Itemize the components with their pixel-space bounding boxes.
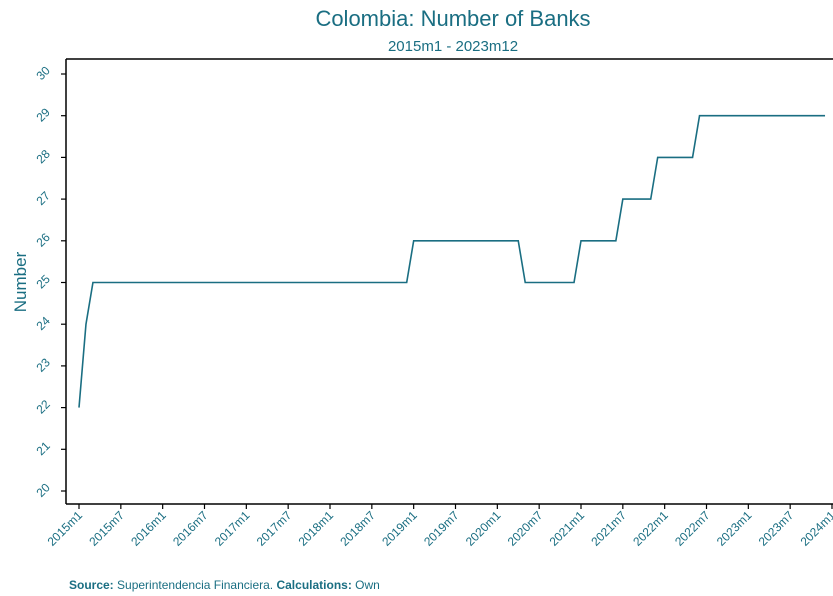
y-tick-label: 26 [33, 230, 53, 250]
source-label: Source: [69, 578, 114, 592]
x-tick-label: 2023m7 [756, 508, 797, 549]
y-tick-label: 30 [33, 63, 53, 83]
source-note: Source: Superintendencia Financiera. Cal… [69, 578, 380, 592]
plot-frame [65, 58, 833, 505]
y-axis: 20 21 22 23 24 25 26 27 28 29 30 [33, 63, 66, 500]
chart-subtitle: 2015m1 - 2023m12 [388, 38, 518, 55]
x-tick-label: 2021m7 [588, 508, 629, 549]
x-tick-label: 2020m1 [463, 508, 504, 549]
x-tick-label: 2019m1 [379, 508, 420, 549]
x-tick-label: 2018m1 [296, 508, 337, 549]
x-tick-label: 2023m1 [714, 508, 755, 549]
x-tick-label: 2015m1 [45, 508, 86, 549]
x-tick-label: 2022m7 [672, 508, 713, 549]
y-tick-label: 29 [33, 105, 53, 125]
x-tick-label: 2021m1 [547, 508, 588, 549]
calculations-label: Calculations: [276, 578, 352, 592]
calculations-text: Own [351, 578, 380, 592]
x-tick-label: 2024m1 [798, 508, 833, 549]
x-tick-label: 2016m1 [128, 508, 169, 549]
chart-title: Colombia: Number of Banks [315, 6, 590, 31]
y-axis-label: Number [11, 251, 30, 312]
x-tick-label: 2017m1 [212, 508, 253, 549]
x-tick-label: 2017m7 [254, 508, 295, 549]
y-tick-label: 28 [33, 147, 53, 167]
x-axis: 2015m1 2015m7 2016m1 2016m7 2017m1 2017m7 2018… [45, 504, 833, 549]
y-tick-label: 22 [33, 397, 53, 417]
x-tick-label: 2016m7 [170, 508, 211, 549]
series-line-banks [78, 114, 826, 408]
y-tick-label: 20 [33, 480, 53, 500]
x-tick-label: 2015m7 [86, 508, 127, 549]
source-text: Superintendencia Financiera. [113, 578, 277, 592]
series-group [78, 114, 826, 408]
y-tick-label: 25 [33, 272, 53, 292]
x-tick-label: 2018m7 [337, 508, 378, 549]
x-tick-label: 2020m7 [505, 508, 546, 549]
y-tick-label: 27 [33, 188, 53, 208]
x-tick-label: 2019m7 [421, 508, 462, 549]
y-tick-label: 21 [33, 439, 53, 459]
y-tick-label: 24 [33, 313, 53, 333]
y-tick-label: 23 [33, 355, 53, 375]
x-tick-label: 2022m1 [630, 508, 671, 549]
